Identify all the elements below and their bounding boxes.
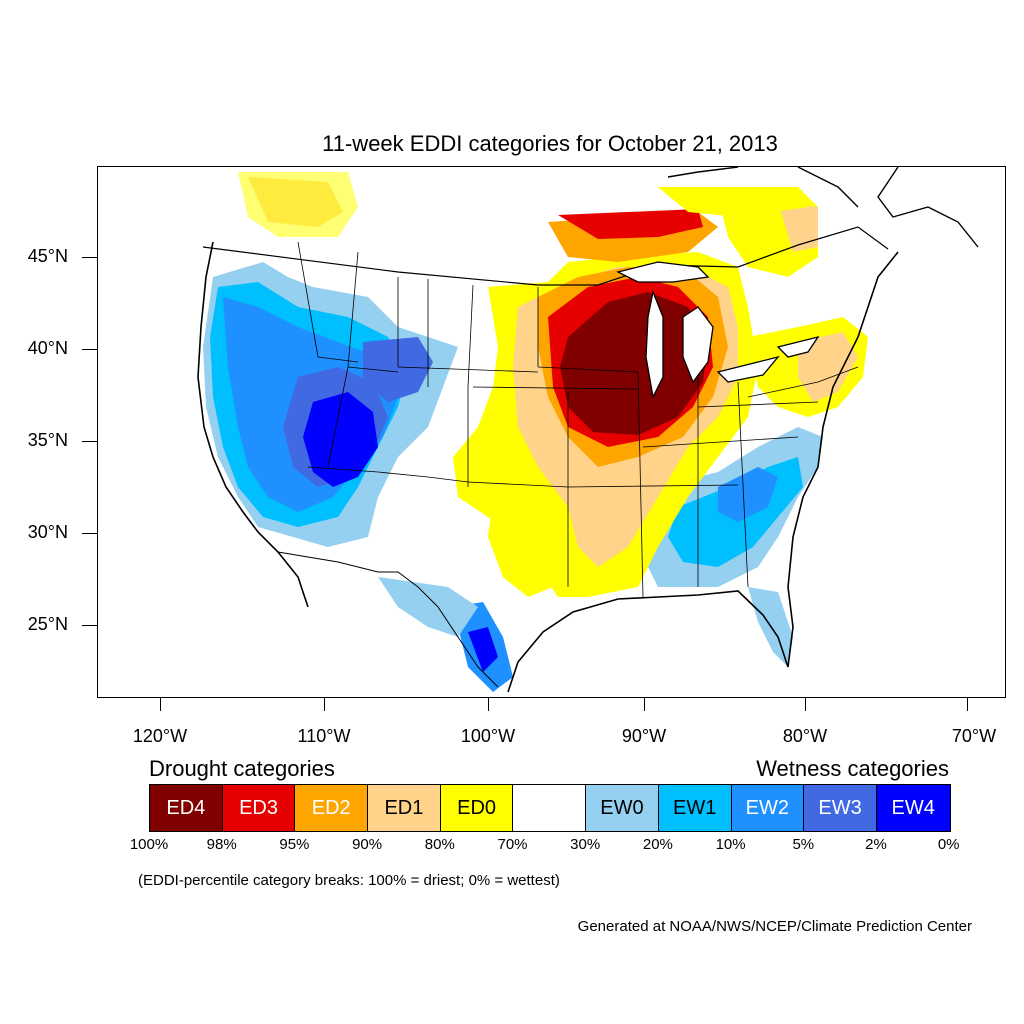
lon-tick <box>488 697 489 711</box>
legend-color-bar: ED4 ED3 ED2 ED1 ED0 EW0 EW1 EW2 EW3 EW4 <box>149 784 951 832</box>
legend-box-ed4: ED4 <box>150 785 223 831</box>
lat-tick <box>82 441 97 442</box>
percent-break-label: 70% <box>497 836 528 853</box>
region-ed0-northwest <box>238 172 358 237</box>
lat-tick <box>82 533 97 534</box>
percent-break-label: 5% <box>792 836 815 853</box>
legend-box-ew3: EW3 <box>804 785 877 831</box>
lat-label-35: 35°N <box>27 430 68 450</box>
west-coast <box>197 241 309 608</box>
percent-break-label: 30% <box>570 836 601 853</box>
percent-break-label: 98% <box>206 836 237 853</box>
gulf-coast <box>507 590 789 693</box>
percent-break-label: 90% <box>352 836 383 853</box>
lon-tick <box>160 697 161 711</box>
percent-break-label: 20% <box>642 836 673 853</box>
lon-label-120: 120°W <box>132 726 188 746</box>
percent-break-label: 0% <box>937 836 960 853</box>
legend-box-ed3: ED3 <box>222 785 296 831</box>
map-title: 11-week EDDI categories for October 21, … <box>322 131 778 156</box>
lon-tick <box>324 697 325 711</box>
legend-box-ew1: EW1 <box>658 785 732 831</box>
legend-box-ed2: ED2 <box>295 785 369 831</box>
lon-tick <box>644 697 645 711</box>
map-panel <box>97 166 1006 698</box>
credit-line: Generated at NOAA/NWS/NCEP/Climate Predi… <box>577 918 972 935</box>
lon-label-80: 80°W <box>782 726 828 746</box>
lon-tick <box>967 697 968 711</box>
region-ed1-midatlantic <box>798 332 858 402</box>
region-ew0-texas <box>378 577 478 637</box>
legend-box-ew4: EW4 <box>876 785 950 831</box>
drought-categories-heading: Drought categories <box>149 756 335 781</box>
region-ed4-central <box>560 292 708 435</box>
legend-box-normal <box>513 785 587 831</box>
hudson-bay-coast <box>667 167 979 248</box>
region-ew2-wyoming <box>363 337 433 402</box>
wetness-categories-heading: Wetness categories <box>756 756 949 781</box>
lon-label-110: 110°W <box>297 726 351 746</box>
lon-label-70: 70°W <box>951 726 997 746</box>
lon-label-90: 90°W <box>621 726 667 746</box>
region-ew4-west <box>303 392 378 487</box>
legend-box-ew0: EW0 <box>586 785 659 831</box>
lat-tick <box>82 349 97 350</box>
region-ed3-north <box>558 209 703 239</box>
region-ed0-mexico <box>488 497 558 597</box>
lat-label-40: 40°N <box>27 338 68 358</box>
great-lakes <box>616 261 820 400</box>
lat-label-45: 45°N <box>27 246 68 266</box>
legend-box-ed1: ED1 <box>368 785 441 831</box>
mexico-border <box>277 551 499 688</box>
lat-tick <box>82 257 97 258</box>
category-breaks-note: (EDDI-percentile category breaks: 100% =… <box>138 872 560 889</box>
lon-label-100: 100°W <box>460 726 516 746</box>
region-ed1-northeast <box>778 202 818 252</box>
region-ed0-canada-east <box>658 187 808 217</box>
legend-box-ew2: EW2 <box>731 785 805 831</box>
percent-break-label: 2% <box>865 836 887 853</box>
percent-break-label: 80% <box>424 836 455 853</box>
region-ew4-texas <box>468 627 498 672</box>
lat-label-30: 30°N <box>27 522 68 542</box>
percent-break-label: 95% <box>279 836 310 853</box>
region-ew2-southeast <box>718 467 778 522</box>
lon-tick <box>805 697 806 711</box>
east-coast <box>787 251 899 668</box>
state-lines <box>297 241 859 598</box>
lat-tick <box>82 625 97 626</box>
percent-break-label: 100% <box>129 836 169 853</box>
legend-box-ed0: ED0 <box>440 785 514 831</box>
eddi-map <box>197 167 979 693</box>
percent-break-label: 10% <box>715 836 746 853</box>
lat-label-25: 25°N <box>27 614 68 634</box>
